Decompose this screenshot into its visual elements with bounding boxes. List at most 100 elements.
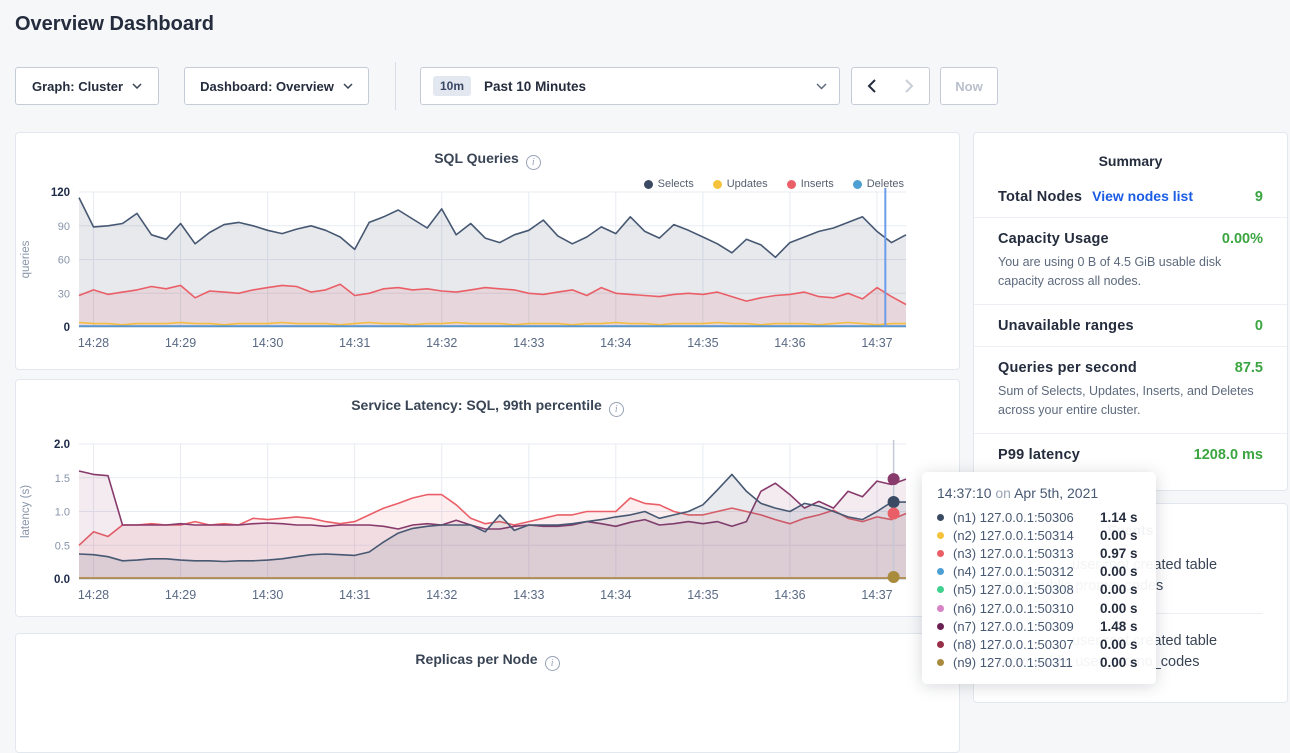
legend-item[interactable]: Updates	[713, 178, 768, 190]
summary-label: Unavailable ranges	[998, 318, 1134, 334]
summary-value: 0	[1255, 318, 1263, 334]
summary-row: Total Nodes View nodes list 9	[974, 175, 1287, 218]
summary-panel: Summary Total Nodes View nodes list 9 Ca…	[973, 132, 1288, 491]
node-color-dot-icon	[937, 586, 944, 593]
chevron-left-icon	[867, 79, 876, 93]
sql-queries-panel: SQL Queriesi Selects Updates Inserts Del…	[15, 132, 960, 370]
svg-text:1.5: 1.5	[55, 473, 70, 485]
svg-text:60: 60	[58, 255, 70, 267]
time-range-badge: 10m	[433, 76, 471, 96]
legend-dot-icon	[787, 180, 796, 189]
tooltip-node-row: (n8) 127.0.0.1:50307 0.00 s	[937, 635, 1141, 653]
summary-title: Summary	[974, 133, 1287, 175]
node-color-dot-icon	[937, 641, 944, 648]
graph-dropdown-label: Graph: Cluster	[32, 79, 123, 94]
dashboard-dropdown-label: Dashboard: Overview	[200, 79, 334, 94]
now-button[interactable]: Now	[940, 67, 998, 105]
legend-dot-icon	[644, 180, 653, 189]
svg-text:14:31: 14:31	[339, 336, 370, 350]
svg-text:1.0: 1.0	[55, 507, 70, 519]
summary-value: 87.5	[1235, 360, 1263, 376]
svg-text:14:28: 14:28	[78, 588, 109, 602]
legend-dot-icon	[853, 180, 862, 189]
summary-row: Capacity Usage 0.00% You are using 0 B o…	[974, 218, 1287, 305]
svg-text:14:37: 14:37	[861, 336, 892, 350]
time-range-picker[interactable]: 10m Past 10 Minutes	[420, 67, 840, 105]
service-latency-title: Service Latency: SQL, 99th percentilei	[16, 380, 959, 417]
summary-label: Queries per second	[998, 360, 1137, 376]
svg-text:2.0: 2.0	[54, 439, 70, 451]
chevron-down-icon	[132, 83, 142, 89]
summary-label: Total Nodes	[998, 189, 1082, 205]
svg-text:14:32: 14:32	[426, 588, 457, 602]
svg-text:14:32: 14:32	[426, 336, 457, 350]
page-title: Overview Dashboard	[15, 13, 214, 36]
svg-text:14:30: 14:30	[252, 336, 283, 350]
summary-row: Queries per second 87.5 Sum of Selects, …	[974, 347, 1287, 434]
svg-text:14:33: 14:33	[513, 588, 544, 602]
svg-text:0.5: 0.5	[55, 540, 70, 552]
svg-text:14:31: 14:31	[339, 588, 370, 602]
node-color-dot-icon	[937, 623, 944, 630]
summary-value: 9	[1255, 189, 1263, 205]
tooltip-node-row: (n2) 127.0.0.1:50314 0.00 s	[937, 526, 1141, 544]
summary-value: 1208.0 ms	[1194, 447, 1263, 463]
svg-text:14:30: 14:30	[252, 588, 283, 602]
tooltip-node-row: (n5) 127.0.0.1:50308 0.00 s	[937, 581, 1141, 599]
svg-text:120: 120	[51, 187, 70, 199]
node-color-dot-icon	[937, 514, 944, 521]
summary-row: Unavailable ranges 0	[974, 305, 1287, 347]
sql-queries-chart[interactable]: 030609012014:2814:2914:3014:3114:3214:33…	[16, 184, 959, 356]
tooltip-timestamp: 14:37:10 on Apr 5th, 2021	[937, 485, 1141, 501]
replicas-per-node-panel: Replicas per Nodei	[15, 633, 960, 753]
info-icon[interactable]: i	[526, 155, 541, 170]
svg-text:14:36: 14:36	[774, 588, 805, 602]
svg-text:0: 0	[64, 322, 70, 334]
svg-text:14:29: 14:29	[165, 336, 196, 350]
dashboard-dropdown[interactable]: Dashboard: Overview	[184, 67, 369, 105]
tooltip-node-row: (n6) 127.0.0.1:50310 0.00 s	[937, 599, 1141, 617]
sql-queries-legend: Selects Updates Inserts Deletes	[644, 178, 904, 190]
svg-text:14:34: 14:34	[600, 336, 631, 350]
node-color-dot-icon	[937, 532, 944, 539]
time-back-button[interactable]	[851, 67, 891, 105]
node-color-dot-icon	[937, 659, 944, 666]
info-icon[interactable]: i	[545, 656, 560, 671]
svg-text:14:34: 14:34	[600, 588, 631, 602]
tooltip-node-row: (n7) 127.0.0.1:50309 1.48 s	[937, 617, 1141, 635]
sql-queries-title: SQL Queriesi	[16, 133, 959, 170]
chevron-down-icon	[343, 83, 353, 89]
tooltip-node-row: (n3) 127.0.0.1:50313 0.97 s	[937, 544, 1141, 562]
svg-text:14:35: 14:35	[687, 588, 718, 602]
chart-hover-tooltip: 14:37:10 on Apr 5th, 2021 (n1) 127.0.0.1…	[922, 472, 1156, 684]
legend-item[interactable]: Inserts	[787, 178, 834, 190]
info-icon[interactable]: i	[609, 402, 624, 417]
toolbar-divider	[395, 62, 396, 110]
summary-label: P99 latency	[998, 447, 1080, 463]
summary-description: You are using 0 B of 4.5 GiB usable disk…	[998, 253, 1260, 292]
svg-text:queries: queries	[20, 240, 32, 278]
time-forward-button[interactable]	[890, 67, 930, 105]
svg-text:90: 90	[58, 221, 70, 233]
svg-text:30: 30	[58, 288, 70, 300]
node-color-dot-icon	[937, 568, 944, 575]
replicas-per-node-title: Replicas per Nodei	[16, 634, 959, 671]
node-color-dot-icon	[937, 550, 944, 557]
legend-item[interactable]: Selects	[644, 178, 694, 190]
legend-item[interactable]: Deletes	[853, 178, 904, 190]
service-latency-chart[interactable]: 0.0 0.5 1.0 1.5 2.0 14:28 14:29 14:30 14:31 14:32…	[16, 436, 959, 608]
svg-text:latency (s): latency (s)	[20, 485, 32, 538]
svg-text:14:37: 14:37	[861, 588, 892, 602]
legend-dot-icon	[713, 180, 722, 189]
summary-row: P99 latency 1208.0 ms	[974, 434, 1287, 475]
tooltip-node-row: (n4) 127.0.0.1:50312 0.00 s	[937, 563, 1141, 581]
svg-text:14:29: 14:29	[165, 588, 196, 602]
svg-text:0.0: 0.0	[54, 574, 70, 586]
service-latency-panel: Service Latency: SQL, 99th percentilei 0…	[15, 379, 960, 617]
summary-label: Capacity Usage	[998, 231, 1109, 247]
svg-text:14:35: 14:35	[687, 336, 718, 350]
graph-dropdown[interactable]: Graph: Cluster	[15, 67, 159, 105]
view-nodes-link[interactable]: View nodes list	[1092, 188, 1193, 204]
chevron-right-icon	[905, 79, 914, 93]
summary-value: 0.00%	[1222, 231, 1263, 247]
